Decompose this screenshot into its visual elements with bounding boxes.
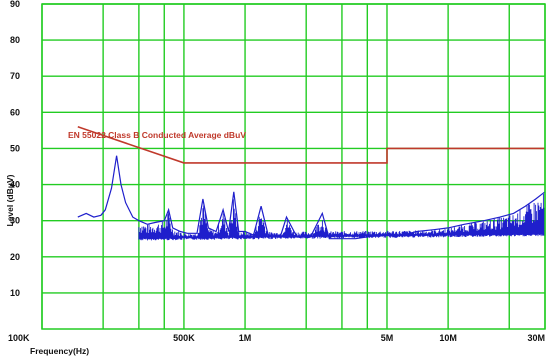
y-tick-label: 20 <box>10 252 20 262</box>
y-tick-label: 80 <box>10 35 20 45</box>
plot-frame <box>41 3 546 330</box>
x-tick-label: 500K <box>173 333 195 343</box>
x-axis-label: Frequency(Hz) <box>30 346 89 356</box>
limit-line <box>77 126 545 164</box>
y-tick-label: 10 <box>10 288 20 298</box>
y-tick-label: 40 <box>10 180 20 190</box>
x-tick-label: 100K <box>8 333 30 343</box>
y-tick-label: 70 <box>10 71 20 81</box>
x-tick-label: 30M <box>527 333 545 343</box>
plot-area <box>41 3 546 330</box>
limit-annotation: EN 55022 Class B Conducted Average dBuV <box>68 130 246 140</box>
measurement-noise-band <box>138 193 546 241</box>
grid <box>41 3 546 329</box>
measurement-polyline <box>77 155 546 240</box>
y-tick-label: 60 <box>10 107 20 117</box>
noise-band-path <box>138 193 546 241</box>
y-axis-label: Level (dBμV) <box>5 174 15 226</box>
x-tick-label: 5M <box>381 333 394 343</box>
plot-background <box>42 4 545 329</box>
axis-ticks: 10 20 30 40 50 60 70 80 90 100K 500K 1M 5M 10M 30M <box>8 0 545 343</box>
x-tick-label: 10M <box>439 333 457 343</box>
y-tick-label: 90 <box>10 0 20 9</box>
y-tick-label: 30 <box>10 216 20 226</box>
x-tick-label: 1M <box>239 333 252 343</box>
limit-polyline <box>77 126 545 164</box>
y-tick-label: 50 <box>10 143 20 153</box>
measurement-trace <box>77 155 546 240</box>
